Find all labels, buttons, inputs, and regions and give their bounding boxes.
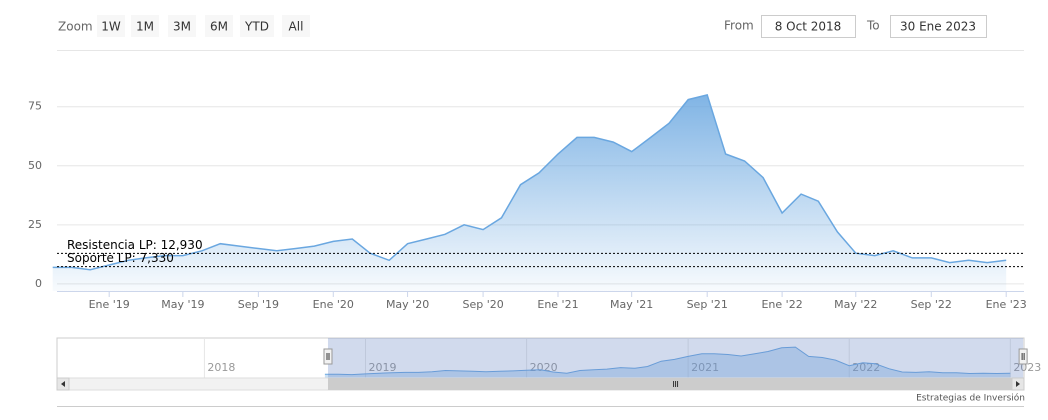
- x-tick-label: Sep '21: [687, 298, 728, 311]
- navigator-series: [324, 346, 1011, 378]
- range-button-label[interactable]: 1W: [101, 20, 121, 34]
- plot-line-label: Soporte LP: 7,330: [67, 251, 174, 265]
- y-tick-label: 0: [35, 277, 42, 290]
- navigator-frame: [56, 337, 1025, 379]
- from-input[interactable]: [761, 15, 856, 38]
- navigator-area: [324, 347, 1011, 378]
- area-fill: [52, 94, 1007, 292]
- range-button-label[interactable]: 6M: [210, 20, 228, 34]
- range-button[interactable]: [205, 15, 233, 37]
- x-tick-label: Ene '20: [313, 298, 354, 311]
- from-label: From: [724, 19, 754, 33]
- navigator-handle[interactable]: [1018, 348, 1028, 365]
- navigator-tick-label: 2018: [207, 361, 235, 374]
- plot-line-label: Resistencia LP: 12,930: [67, 238, 203, 252]
- scrollbar-arrow: [61, 381, 65, 387]
- zoom-label: Zoom: [58, 20, 93, 34]
- range-button[interactable]: [168, 15, 196, 37]
- navigator-handle[interactable]: [323, 348, 333, 365]
- x-tick-label: Sep '19: [238, 298, 279, 311]
- to-value[interactable]: 30 Ene 2023: [900, 20, 976, 34]
- y-tick-label: 50: [28, 159, 42, 172]
- range-button-label[interactable]: 3M: [173, 20, 191, 34]
- x-tick-label: May '22: [834, 298, 877, 311]
- navigator-tick-label: 2021: [691, 361, 719, 374]
- x-tick-label: Sep '22: [911, 298, 952, 311]
- line: [52, 94, 1007, 271]
- navigator-tick-label: 2022: [852, 361, 880, 374]
- x-tick-label: Ene '21: [537, 298, 578, 311]
- range-button[interactable]: [240, 15, 274, 37]
- x-tick-label: Sep '20: [462, 298, 503, 311]
- credits: Estrategias de Inversión: [916, 393, 1025, 404]
- to-label: To: [866, 19, 880, 33]
- to-input[interactable]: [890, 15, 987, 38]
- navigator-tick-label: 2020: [530, 361, 558, 374]
- range-button[interactable]: [131, 15, 159, 37]
- y-tick-label: 25: [28, 218, 42, 231]
- x-tick-label: Ene '19: [89, 298, 130, 311]
- navigator-line: [324, 346, 1011, 376]
- range-button[interactable]: [282, 15, 310, 37]
- range-button-label[interactable]: All: [289, 20, 304, 34]
- scrollbar-arrow: [1016, 381, 1020, 387]
- x-tick-label: May '19: [161, 298, 204, 311]
- range-button-label[interactable]: YTD: [244, 20, 269, 34]
- x-tick-label: Ene '22: [761, 298, 802, 311]
- navigator-tick-label: 2019: [369, 361, 397, 374]
- x-tick-label: Ene '23: [986, 298, 1027, 311]
- y-tick-label: 75: [28, 100, 42, 113]
- from-value[interactable]: 8 Oct 2018: [775, 20, 842, 34]
- navigator-selection: [327, 338, 1024, 378]
- range-button[interactable]: [97, 15, 125, 37]
- x-tick-label: May '20: [386, 298, 429, 311]
- x-tick-label: May '21: [610, 298, 653, 311]
- range-button-label[interactable]: 1M: [136, 20, 154, 34]
